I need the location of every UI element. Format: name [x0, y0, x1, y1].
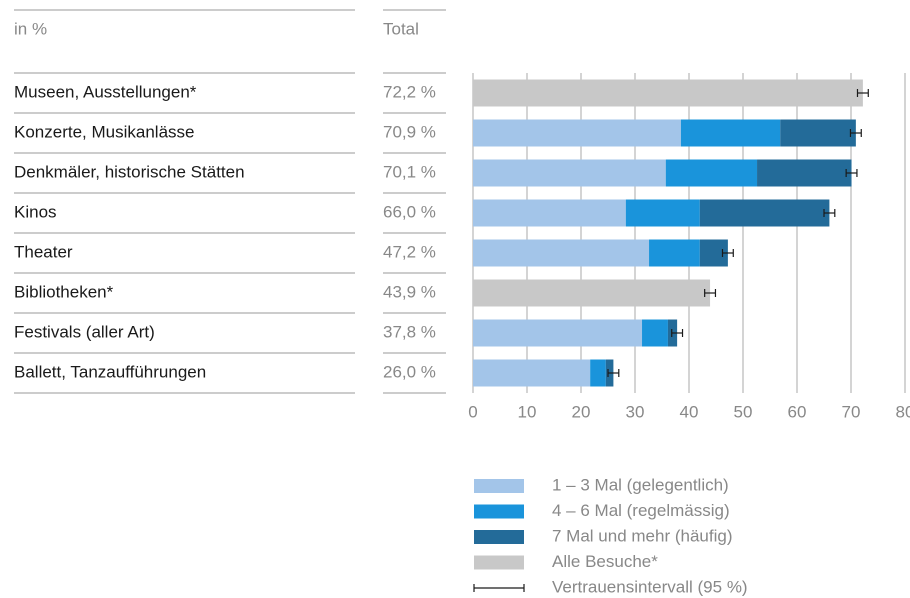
x-tick-label: 10	[518, 402, 537, 421]
legend-label: Alle Besuche*	[552, 552, 658, 571]
error-bar	[607, 369, 620, 377]
error-bar	[856, 89, 869, 97]
total-label: 70,1 %	[383, 162, 436, 181]
bar-segment	[473, 159, 666, 187]
legend-label: Vertrauensintervall (95 %)	[552, 577, 748, 596]
bar-segment	[649, 239, 700, 267]
x-tick-label: 60	[788, 402, 807, 421]
category-label: Festivals (aller Art)	[14, 322, 155, 341]
total-label: 66,0 %	[383, 202, 436, 221]
x-tick-label: 80	[896, 402, 910, 421]
x-tick-label: 30	[626, 402, 645, 421]
legend-label: 1 – 3 Mal (gelegentlich)	[552, 475, 729, 494]
bar-segment	[473, 199, 626, 227]
bar-segment	[473, 239, 650, 267]
bar-segment	[473, 79, 863, 107]
legend-swatch	[474, 530, 524, 544]
x-tick-label: 70	[842, 402, 861, 421]
category-label: Theater	[14, 242, 73, 261]
bar-segment	[699, 199, 830, 227]
bar-segment	[473, 359, 591, 387]
bar-segment	[665, 159, 758, 187]
x-tick-label: 0	[468, 402, 477, 421]
legend-label: 4 – 6 Mal (regelmässig)	[552, 501, 730, 520]
x-tick-label: 20	[572, 402, 591, 421]
error-bar	[849, 129, 862, 137]
error-bar	[823, 209, 836, 217]
total-label: 43,9 %	[383, 282, 436, 301]
legend-swatch	[474, 555, 524, 570]
error-bar	[704, 289, 717, 297]
bar-segment	[642, 319, 668, 347]
category-label: Konzerte, Musikanlässe	[14, 122, 194, 141]
error-bar	[721, 249, 734, 257]
total-label: 72,2 %	[383, 82, 436, 101]
legend-swatch	[474, 479, 524, 493]
error-bar	[845, 169, 858, 177]
category-label: Museen, Ausstellungen*	[14, 82, 197, 101]
column-label: in %	[14, 19, 47, 38]
bar-segment	[473, 119, 681, 147]
category-label: Denkmäler, historische Stätten	[14, 162, 245, 181]
bar-segment	[590, 359, 606, 387]
bar-segment	[680, 119, 781, 147]
total-label: 26,0 %	[383, 362, 436, 381]
total-label: 47,2 %	[383, 242, 436, 261]
category-label: Bibliotheken*	[14, 282, 114, 301]
category-label: Kinos	[14, 202, 57, 221]
category-label: Ballett, Tanzaufführungen	[14, 362, 206, 381]
error-bar	[671, 329, 684, 337]
x-tick-label: 40	[680, 402, 699, 421]
bar-segment	[757, 159, 852, 187]
x-tick-label: 50	[734, 402, 753, 421]
bar-segment	[473, 319, 643, 347]
total-header: Total	[383, 19, 419, 38]
total-label: 37,8 %	[383, 322, 436, 341]
bar-segment	[780, 119, 856, 147]
legend-swatch	[474, 504, 524, 519]
bar-segment	[473, 279, 711, 307]
total-label: 70,9 %	[383, 122, 436, 141]
legend-label: 7 Mal und mehr (häufig)	[552, 526, 732, 545]
bar-segment	[625, 199, 700, 227]
